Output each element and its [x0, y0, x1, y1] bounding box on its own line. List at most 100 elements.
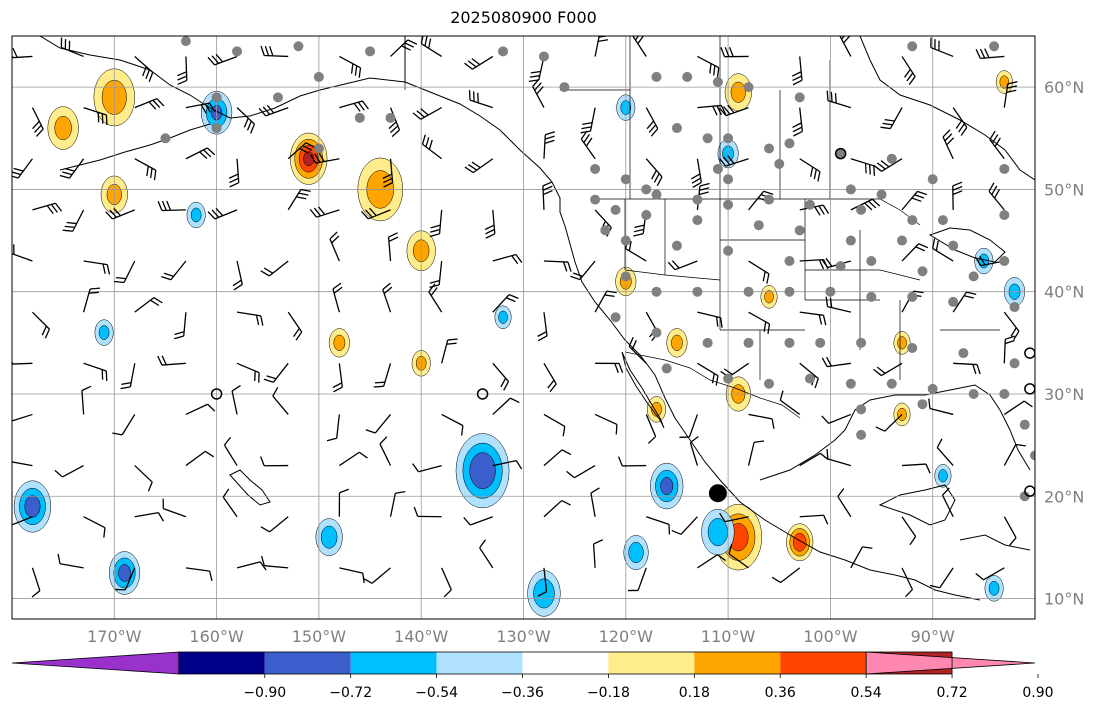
wind-barb: [236, 107, 256, 134]
wind-barb: [177, 56, 188, 85]
station-dot: [784, 256, 795, 267]
wind-barb: [697, 104, 727, 116]
station-dot: [835, 148, 846, 159]
station-dot: [999, 388, 1010, 399]
colorbar-tick-label: 0.18: [679, 685, 710, 701]
wind-barb: [537, 567, 548, 597]
station-dot: [692, 215, 703, 226]
station-dot: [743, 337, 754, 348]
lon-tick-label: 170°W: [87, 627, 142, 646]
wind-barb: [379, 436, 392, 466]
wind-barb: [134, 158, 157, 181]
wind-barb: [272, 386, 289, 415]
station-dot: [753, 220, 764, 231]
wind-barb: [429, 260, 443, 289]
anomaly-contour: [938, 469, 948, 483]
wind-barb: [543, 362, 557, 393]
wind-barb: [799, 452, 829, 467]
station-dot: [723, 174, 734, 185]
station-dot: [723, 373, 734, 384]
longitude-labels: 170°W 160°W 150°W 140°W 130°W 120°W 110°W 100°W…: [87, 627, 955, 646]
wind-barb: [580, 107, 596, 134]
station-dot: [232, 46, 243, 57]
station-dot: [784, 138, 795, 149]
colorbar-segment: [264, 652, 351, 674]
colorbar-segment: [780, 652, 867, 674]
wind-barb: [492, 253, 523, 265]
colorbar-segment: [178, 652, 265, 674]
station-dot: [917, 266, 928, 277]
station-dot: [804, 199, 815, 210]
station-dot: [999, 209, 1010, 220]
station-dot: [385, 112, 396, 123]
wind-barb: [287, 142, 316, 160]
wind-barb: [339, 100, 369, 112]
lon-tick-label: 110°W: [701, 627, 756, 646]
wind-barb: [260, 45, 289, 58]
wind-barb: [326, 414, 341, 442]
wind-barb: [492, 397, 520, 415]
wind-barb: [309, 206, 340, 218]
station-dot: [907, 215, 918, 226]
wind-barb: [332, 282, 343, 313]
station-dot: [538, 51, 549, 62]
lat-tick-label: 30°N: [1044, 385, 1084, 404]
colorbar-tick-label: −0.90: [243, 685, 286, 701]
wind-barbs: [12, 36, 1033, 598]
wind-barb: [59, 158, 85, 179]
anomaly-contour: [333, 334, 346, 351]
wind-barb: [12, 461, 33, 467]
wind-barb: [543, 413, 566, 437]
station-dot: [600, 225, 611, 236]
anomaly-contour: [24, 495, 41, 518]
wind-barb: [232, 260, 243, 291]
wind-barb: [373, 363, 392, 388]
wind-barb: [880, 107, 903, 130]
anomaly-contour: [54, 115, 72, 141]
wind-barb: [645, 414, 657, 444]
wind-barb: [748, 311, 771, 334]
wind-barb: [543, 131, 556, 159]
station-dot: [743, 286, 754, 297]
wind-barb: [32, 311, 51, 339]
station-dot: [866, 291, 877, 302]
coastline-layer: [39, 36, 1035, 601]
wind-barb: [748, 260, 770, 284]
wind-barb: [413, 506, 442, 518]
wind-barb: [697, 311, 723, 328]
station-dot: [682, 71, 693, 82]
station-dot: [559, 82, 570, 93]
wind-barb: [1003, 311, 1020, 341]
wind-barb: [185, 147, 216, 160]
wind-barb: [382, 282, 393, 313]
wind-barb: [185, 403, 216, 416]
wind-barb: [837, 488, 852, 518]
wind-barb: [382, 158, 394, 188]
station-dot: [641, 184, 652, 195]
anomaly-contour: [764, 290, 774, 304]
wind-barb: [236, 311, 264, 326]
anomaly-contour: [303, 151, 315, 167]
station-dot: [927, 383, 938, 394]
station-dot: [815, 337, 826, 348]
station-dot: [856, 337, 867, 348]
lat-tick-label: 50°N: [1044, 180, 1084, 199]
wind-barb: [594, 290, 617, 313]
wind-barb: [901, 516, 917, 546]
wind-barb: [543, 499, 571, 518]
station-dot: [702, 133, 713, 144]
wind-barb: [83, 362, 108, 382]
anomaly-contour: [660, 477, 674, 495]
station-dot: [180, 36, 191, 47]
station-dot: [641, 209, 652, 220]
coastline-aleutians: [59, 123, 211, 171]
anomaly-contour: [793, 532, 807, 552]
wind-barb: [468, 90, 494, 109]
wind-barb: [310, 152, 340, 164]
lat-tick-label: 10°N: [1044, 590, 1084, 609]
station-dot: [948, 296, 959, 307]
coastline-hudson: [859, 36, 1035, 181]
wind-barb: [464, 158, 494, 174]
wind-barb: [671, 516, 698, 535]
wind-barb: [975, 48, 1005, 60]
